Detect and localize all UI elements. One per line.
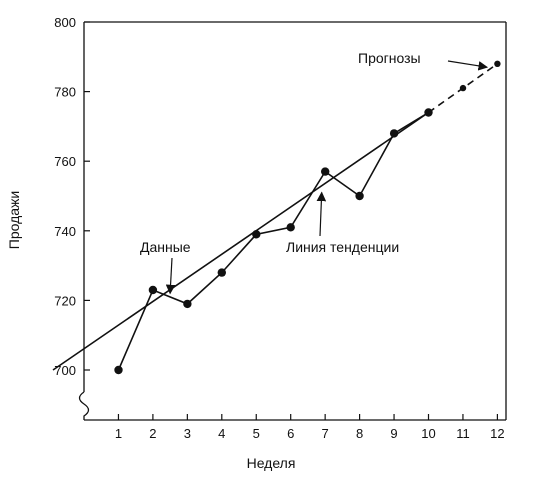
x-tick-label: 7	[322, 426, 329, 441]
y-tick-label: 700	[54, 363, 76, 378]
annotation-trendline-label: Линия тенденции	[286, 239, 399, 255]
data-point	[148, 285, 158, 295]
y-tick-label: 740	[54, 224, 76, 239]
x-tick-label: 1	[115, 426, 122, 441]
x-tick-label: 2	[149, 426, 156, 441]
annotation-forecast-label: Прогнозы	[358, 50, 421, 66]
series-line-data	[117, 111, 429, 371]
x-tick-label: 12	[490, 426, 504, 441]
x-tick-label: 5	[253, 426, 260, 441]
data-point	[286, 223, 295, 232]
x-tick-label: 6	[287, 426, 294, 441]
x-tick-label: 10	[421, 426, 435, 441]
y-tick-label: 780	[54, 85, 76, 100]
x-tick-label: 4	[218, 426, 225, 441]
y-axis-title: Продажи	[6, 191, 22, 249]
y-tick-label: 760	[54, 154, 76, 169]
plot-frame	[78, 21, 507, 421]
y-tick-label: 720	[54, 293, 76, 308]
series-group	[52, 60, 501, 375]
annotation-arrow	[447, 60, 489, 71]
annotation-arrow	[316, 191, 327, 237]
data-point	[183, 299, 192, 309]
x-axis-title: Неделя	[247, 455, 296, 471]
annotation-group: Данные Линия тенденции Прогнозы	[140, 50, 489, 295]
y-axis-break	[78, 391, 90, 420]
annotation-arrow	[165, 257, 176, 295]
x-tick-label: 3	[184, 426, 191, 441]
annotation-data-label: Данные	[140, 239, 191, 255]
y-tick-label: 800	[54, 15, 76, 30]
series-line-trend	[52, 111, 429, 371]
data-point	[217, 268, 226, 277]
data-point	[114, 365, 123, 375]
x-tick-label: 8	[356, 426, 363, 441]
forecast-point	[494, 60, 501, 67]
data-point	[321, 167, 330, 176]
data-point	[355, 191, 364, 201]
forecast-point	[459, 84, 467, 92]
x-tick-label: 11	[456, 426, 470, 441]
x-tick-label: 9	[390, 426, 397, 441]
